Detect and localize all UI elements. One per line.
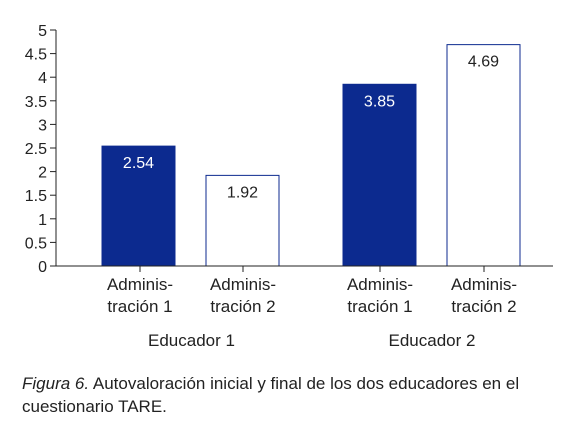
x-category-label: Adminis-tración 1 bbox=[347, 275, 413, 316]
y-tick-label: 4.5 bbox=[25, 47, 47, 64]
x-category-label-line: tración 1 bbox=[107, 297, 172, 316]
bar bbox=[101, 145, 176, 267]
x-category-label-line: tración 1 bbox=[347, 297, 412, 316]
figure-label: Figura 6. bbox=[22, 374, 90, 393]
y-tick-label: 1.5 bbox=[25, 188, 47, 205]
y-tick-label: 3 bbox=[38, 117, 47, 134]
x-group-label: Educador 2 bbox=[389, 331, 476, 350]
data-label: 1.92 bbox=[227, 184, 258, 201]
y-tick-label: 3.5 bbox=[25, 94, 47, 111]
x-category-label-line: Adminis- bbox=[210, 275, 276, 294]
bars: 2.54 1.92 3.85 4.69 bbox=[101, 44, 521, 267]
x-category-label-line: Adminis- bbox=[451, 275, 517, 294]
y-tick-label: 4 bbox=[38, 70, 47, 87]
y-tick-label: 2.5 bbox=[25, 141, 47, 158]
x-group-label: Educador 1 bbox=[148, 331, 235, 350]
x-category-label-line: Adminis- bbox=[347, 275, 413, 294]
bar-chart: 0 0.5 1 1.5 2 2.5 3 3.5 4 4.5 5 2.54 1.92 3.85 4.69 A… bbox=[25, 23, 553, 350]
bar bbox=[205, 174, 280, 267]
caption-text: Autovaloración inicial y final de los do… bbox=[22, 374, 520, 416]
x-category-label-line: tración 2 bbox=[451, 297, 516, 316]
figure-caption: Figura 6. Autovaloración inicial y final… bbox=[22, 372, 562, 418]
y-tick-label: 0 bbox=[38, 259, 47, 276]
y-axis: 0 0.5 1 1.5 2 2.5 3 3.5 4 4.5 5 bbox=[25, 23, 57, 276]
y-tick-label: 5 bbox=[38, 23, 47, 40]
y-tick-label: 1 bbox=[38, 212, 47, 229]
data-label: 3.85 bbox=[364, 93, 395, 110]
y-tick-label: 2 bbox=[38, 165, 47, 182]
x-category-label: Adminis-tración 2 bbox=[210, 275, 276, 316]
bar bbox=[342, 83, 417, 267]
x-category-label: Adminis-tración 1 bbox=[107, 275, 173, 316]
x-category-label: Adminis-tración 2 bbox=[451, 275, 517, 316]
data-label: 2.54 bbox=[123, 155, 154, 172]
y-tick-label: 0.5 bbox=[25, 235, 47, 252]
bar bbox=[446, 44, 521, 267]
x-category-label-line: tración 2 bbox=[210, 297, 275, 316]
data-label: 4.69 bbox=[468, 54, 499, 71]
x-category-label-line: Adminis- bbox=[107, 275, 173, 294]
